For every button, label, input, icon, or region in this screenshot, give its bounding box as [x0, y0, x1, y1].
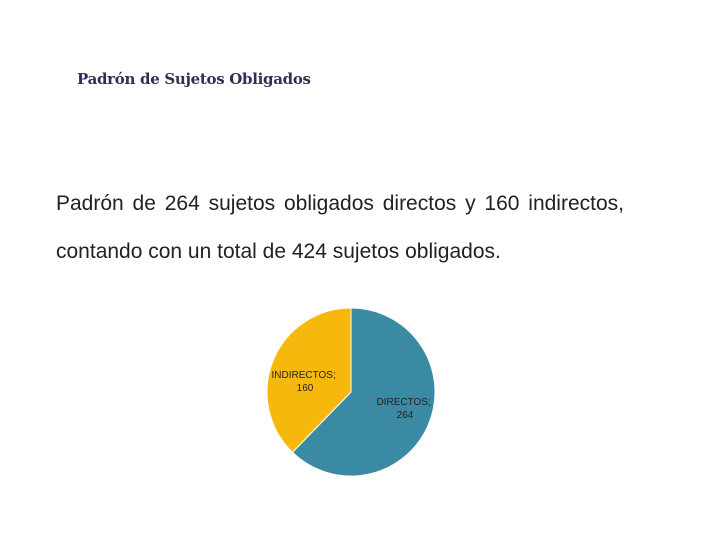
slide-title: Padrón de Sujetos Obligados [77, 70, 311, 88]
slice-label-indirectos: INDIRECTOS; 160 [271, 370, 338, 394]
slide-body-text: Padrón de 264 sujetos obligados directos… [56, 192, 624, 263]
pie-labels: DIRECTOS; 264 INDIRECTOS; 160 [271, 370, 433, 421]
slice-label-directos-value: 264 [397, 410, 414, 421]
slice-label-indirectos-name: INDIRECTOS; [271, 370, 335, 381]
slice-label-indirectos-value: 160 [297, 383, 314, 394]
pie-slice-directos [291, 307, 436, 477]
slice-label-directos: DIRECTOS; 264 [376, 397, 433, 421]
slice-label-directos-name: DIRECTOS; [376, 397, 430, 408]
pie-slices [266, 307, 436, 477]
pie-slice-indirectos [266, 307, 352, 453]
